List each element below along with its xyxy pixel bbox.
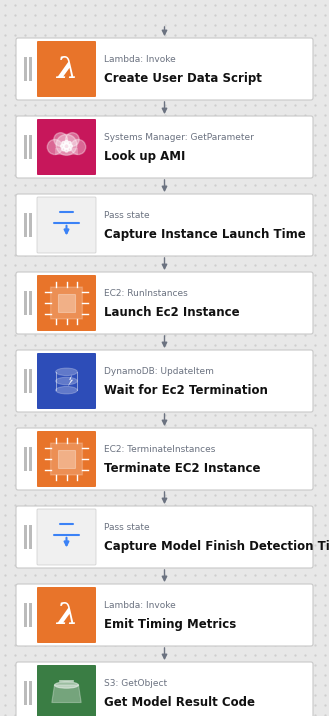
Circle shape xyxy=(54,132,67,146)
Circle shape xyxy=(65,132,79,146)
Ellipse shape xyxy=(56,368,77,376)
FancyBboxPatch shape xyxy=(16,506,313,568)
Text: Terminate EC2 Instance: Terminate EC2 Instance xyxy=(104,463,261,475)
FancyBboxPatch shape xyxy=(16,662,313,716)
Text: λ: λ xyxy=(56,601,77,629)
Circle shape xyxy=(62,142,65,145)
Bar xyxy=(29,603,32,627)
Circle shape xyxy=(71,140,86,155)
FancyBboxPatch shape xyxy=(16,584,313,646)
Bar xyxy=(24,447,27,471)
Bar xyxy=(29,291,32,315)
Bar xyxy=(24,681,27,705)
Circle shape xyxy=(47,140,62,155)
Text: Emit Timing Metrics: Emit Timing Metrics xyxy=(104,619,236,632)
Bar xyxy=(24,57,27,81)
Bar xyxy=(24,603,27,627)
Bar xyxy=(55,147,78,155)
Text: Create User Data Script: Create User Data Script xyxy=(104,72,262,85)
Ellipse shape xyxy=(55,682,79,688)
Text: Systems Manager: GetParameter: Systems Manager: GetParameter xyxy=(104,132,254,142)
Text: EC2: RunInstances: EC2: RunInstances xyxy=(104,289,188,298)
Text: Capture Instance Launch Time: Capture Instance Launch Time xyxy=(104,228,306,241)
Text: DynamoDB: UpdateItem: DynamoDB: UpdateItem xyxy=(104,367,214,376)
Bar xyxy=(24,369,27,393)
Text: Look up AMI: Look up AMI xyxy=(104,150,185,163)
Text: Pass state: Pass state xyxy=(104,211,150,220)
Polygon shape xyxy=(52,685,81,702)
FancyBboxPatch shape xyxy=(37,509,96,565)
FancyBboxPatch shape xyxy=(16,38,313,100)
Bar xyxy=(29,369,32,393)
Bar xyxy=(29,57,32,81)
Bar xyxy=(24,213,27,237)
Circle shape xyxy=(65,140,68,144)
Bar xyxy=(58,294,75,311)
Ellipse shape xyxy=(56,377,77,384)
Text: Launch Ec2 Instance: Launch Ec2 Instance xyxy=(104,306,240,319)
FancyBboxPatch shape xyxy=(51,443,82,475)
FancyBboxPatch shape xyxy=(16,428,313,490)
FancyBboxPatch shape xyxy=(37,275,96,331)
FancyBboxPatch shape xyxy=(16,350,313,412)
FancyBboxPatch shape xyxy=(37,587,96,643)
Circle shape xyxy=(63,143,69,149)
FancyBboxPatch shape xyxy=(37,431,96,487)
Ellipse shape xyxy=(56,387,77,394)
FancyBboxPatch shape xyxy=(16,116,313,178)
Circle shape xyxy=(61,145,64,147)
Bar xyxy=(29,525,32,549)
FancyBboxPatch shape xyxy=(16,194,313,256)
Circle shape xyxy=(68,142,71,145)
Circle shape xyxy=(68,147,71,151)
Text: λ: λ xyxy=(56,54,77,84)
Bar xyxy=(24,525,27,549)
FancyBboxPatch shape xyxy=(51,287,82,319)
Bar xyxy=(58,450,75,468)
FancyBboxPatch shape xyxy=(37,119,96,175)
Bar xyxy=(24,135,27,159)
Text: Wait for Ec2 Termination: Wait for Ec2 Termination xyxy=(104,384,268,397)
Circle shape xyxy=(69,145,72,147)
FancyBboxPatch shape xyxy=(37,41,96,97)
Text: Get Model Result Code: Get Model Result Code xyxy=(104,697,255,710)
FancyBboxPatch shape xyxy=(37,353,96,409)
FancyBboxPatch shape xyxy=(37,665,96,716)
Text: Pass state: Pass state xyxy=(104,523,150,532)
Text: Lambda: Invoke: Lambda: Invoke xyxy=(104,54,176,64)
Text: EC2: TerminateInstances: EC2: TerminateInstances xyxy=(104,445,215,454)
Text: Lambda: Invoke: Lambda: Invoke xyxy=(104,601,176,609)
Bar xyxy=(29,213,32,237)
Circle shape xyxy=(56,135,77,155)
Bar xyxy=(24,291,27,315)
Circle shape xyxy=(62,147,65,151)
Polygon shape xyxy=(68,374,73,387)
FancyBboxPatch shape xyxy=(37,197,96,253)
Circle shape xyxy=(65,149,68,152)
FancyBboxPatch shape xyxy=(16,272,313,334)
Bar xyxy=(29,447,32,471)
Bar xyxy=(29,681,32,705)
Text: S3: GetObject: S3: GetObject xyxy=(104,679,167,687)
Bar xyxy=(29,135,32,159)
Text: Capture Model Finish Detection Time: Capture Model Finish Detection Time xyxy=(104,541,329,553)
